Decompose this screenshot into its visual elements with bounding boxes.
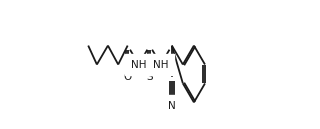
Text: O: O (124, 72, 132, 82)
Text: N: N (168, 100, 176, 111)
Text: S: S (147, 72, 153, 82)
Text: NH: NH (153, 59, 169, 70)
Text: NH: NH (131, 59, 147, 70)
